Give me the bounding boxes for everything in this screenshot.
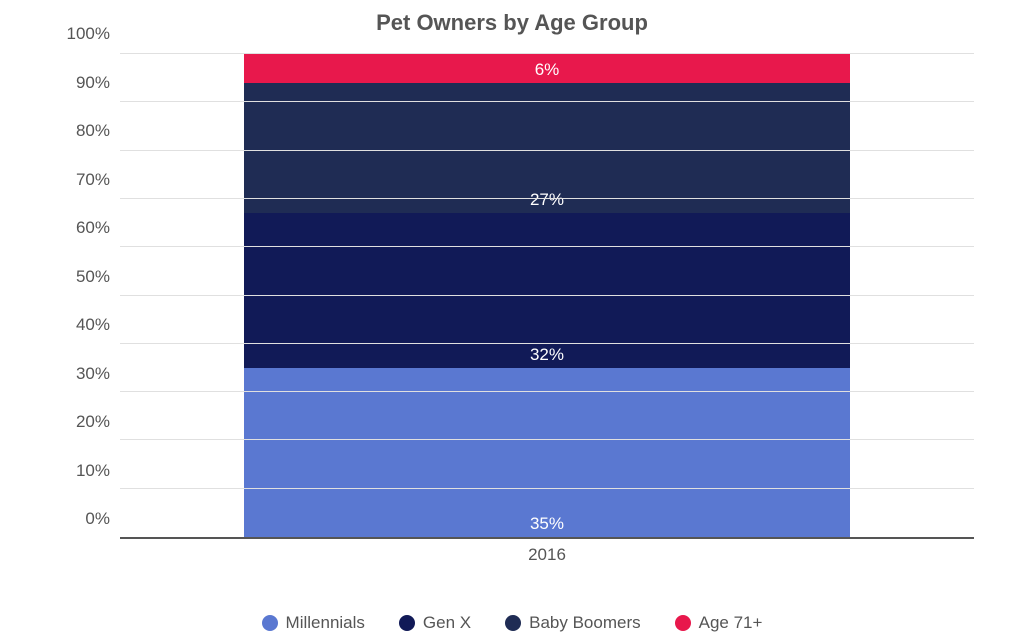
segment-boomers: 27%	[244, 83, 850, 213]
x-axis: 2016	[50, 539, 974, 569]
y-tick-label: 30%	[76, 364, 110, 384]
legend-item-millennials: Millennials	[262, 613, 365, 633]
gridline	[120, 246, 974, 247]
legend-item-genx: Gen X	[399, 613, 471, 633]
legend-swatch-boomers	[505, 615, 521, 631]
plot-wrap: 0%10%20%30%40%50%60%70%80%90%100% 35%32%…	[50, 54, 974, 539]
legend-label-age71: Age 71+	[699, 613, 763, 633]
segment-millennials: 35%	[244, 368, 850, 537]
legend-swatch-age71	[675, 615, 691, 631]
y-tick-label: 50%	[76, 267, 110, 287]
y-tick-label: 70%	[76, 170, 110, 190]
y-tick-label: 10%	[76, 461, 110, 481]
segment-label-millennials: 35%	[244, 514, 850, 537]
chart-title: Pet Owners by Age Group	[50, 10, 974, 36]
gridline	[120, 488, 974, 489]
y-axis: 0%10%20%30%40%50%60%70%80%90%100%	[50, 54, 120, 539]
legend-item-age71: Age 71+	[675, 613, 763, 633]
gridline	[120, 150, 974, 151]
y-tick-label: 100%	[67, 24, 110, 44]
segment-genx: 32%	[244, 213, 850, 368]
gridline	[120, 295, 974, 296]
gridline	[120, 343, 974, 344]
gridline	[120, 53, 974, 54]
segment-age71: 6%	[244, 54, 850, 83]
legend-label-genx: Gen X	[423, 613, 471, 633]
segment-label-age71: 6%	[244, 60, 850, 83]
segment-label-genx: 32%	[244, 345, 850, 368]
legend: Millennials Gen X Baby Boomers Age 71+	[50, 613, 974, 633]
x-tick-label: 2016	[528, 545, 566, 565]
segment-label-boomers: 27%	[244, 190, 850, 213]
gridline	[120, 439, 974, 440]
legend-label-millennials: Millennials	[286, 613, 365, 633]
legend-swatch-genx	[399, 615, 415, 631]
gridline	[120, 198, 974, 199]
legend-item-boomers: Baby Boomers	[505, 613, 641, 633]
y-tick-label: 40%	[76, 315, 110, 335]
legend-label-boomers: Baby Boomers	[529, 613, 641, 633]
y-tick-label: 20%	[76, 412, 110, 432]
legend-swatch-millennials	[262, 615, 278, 631]
plot-area: 35% 32% 27% 6%	[120, 54, 974, 539]
bar-region: 35% 32% 27% 6%	[244, 54, 850, 537]
chart-container: Pet Owners by Age Group 0% 10% 20% 30% 40% 50…	[50, 10, 974, 633]
x-axis-labels: 2016	[120, 539, 974, 569]
gridline	[120, 101, 974, 102]
y-tick-label: 80%	[76, 121, 110, 141]
y-tick-label: 90%	[76, 73, 110, 93]
y-tick-label: 60%	[76, 218, 110, 238]
gridline	[120, 391, 974, 392]
y-tick-label: 0%	[85, 509, 110, 529]
